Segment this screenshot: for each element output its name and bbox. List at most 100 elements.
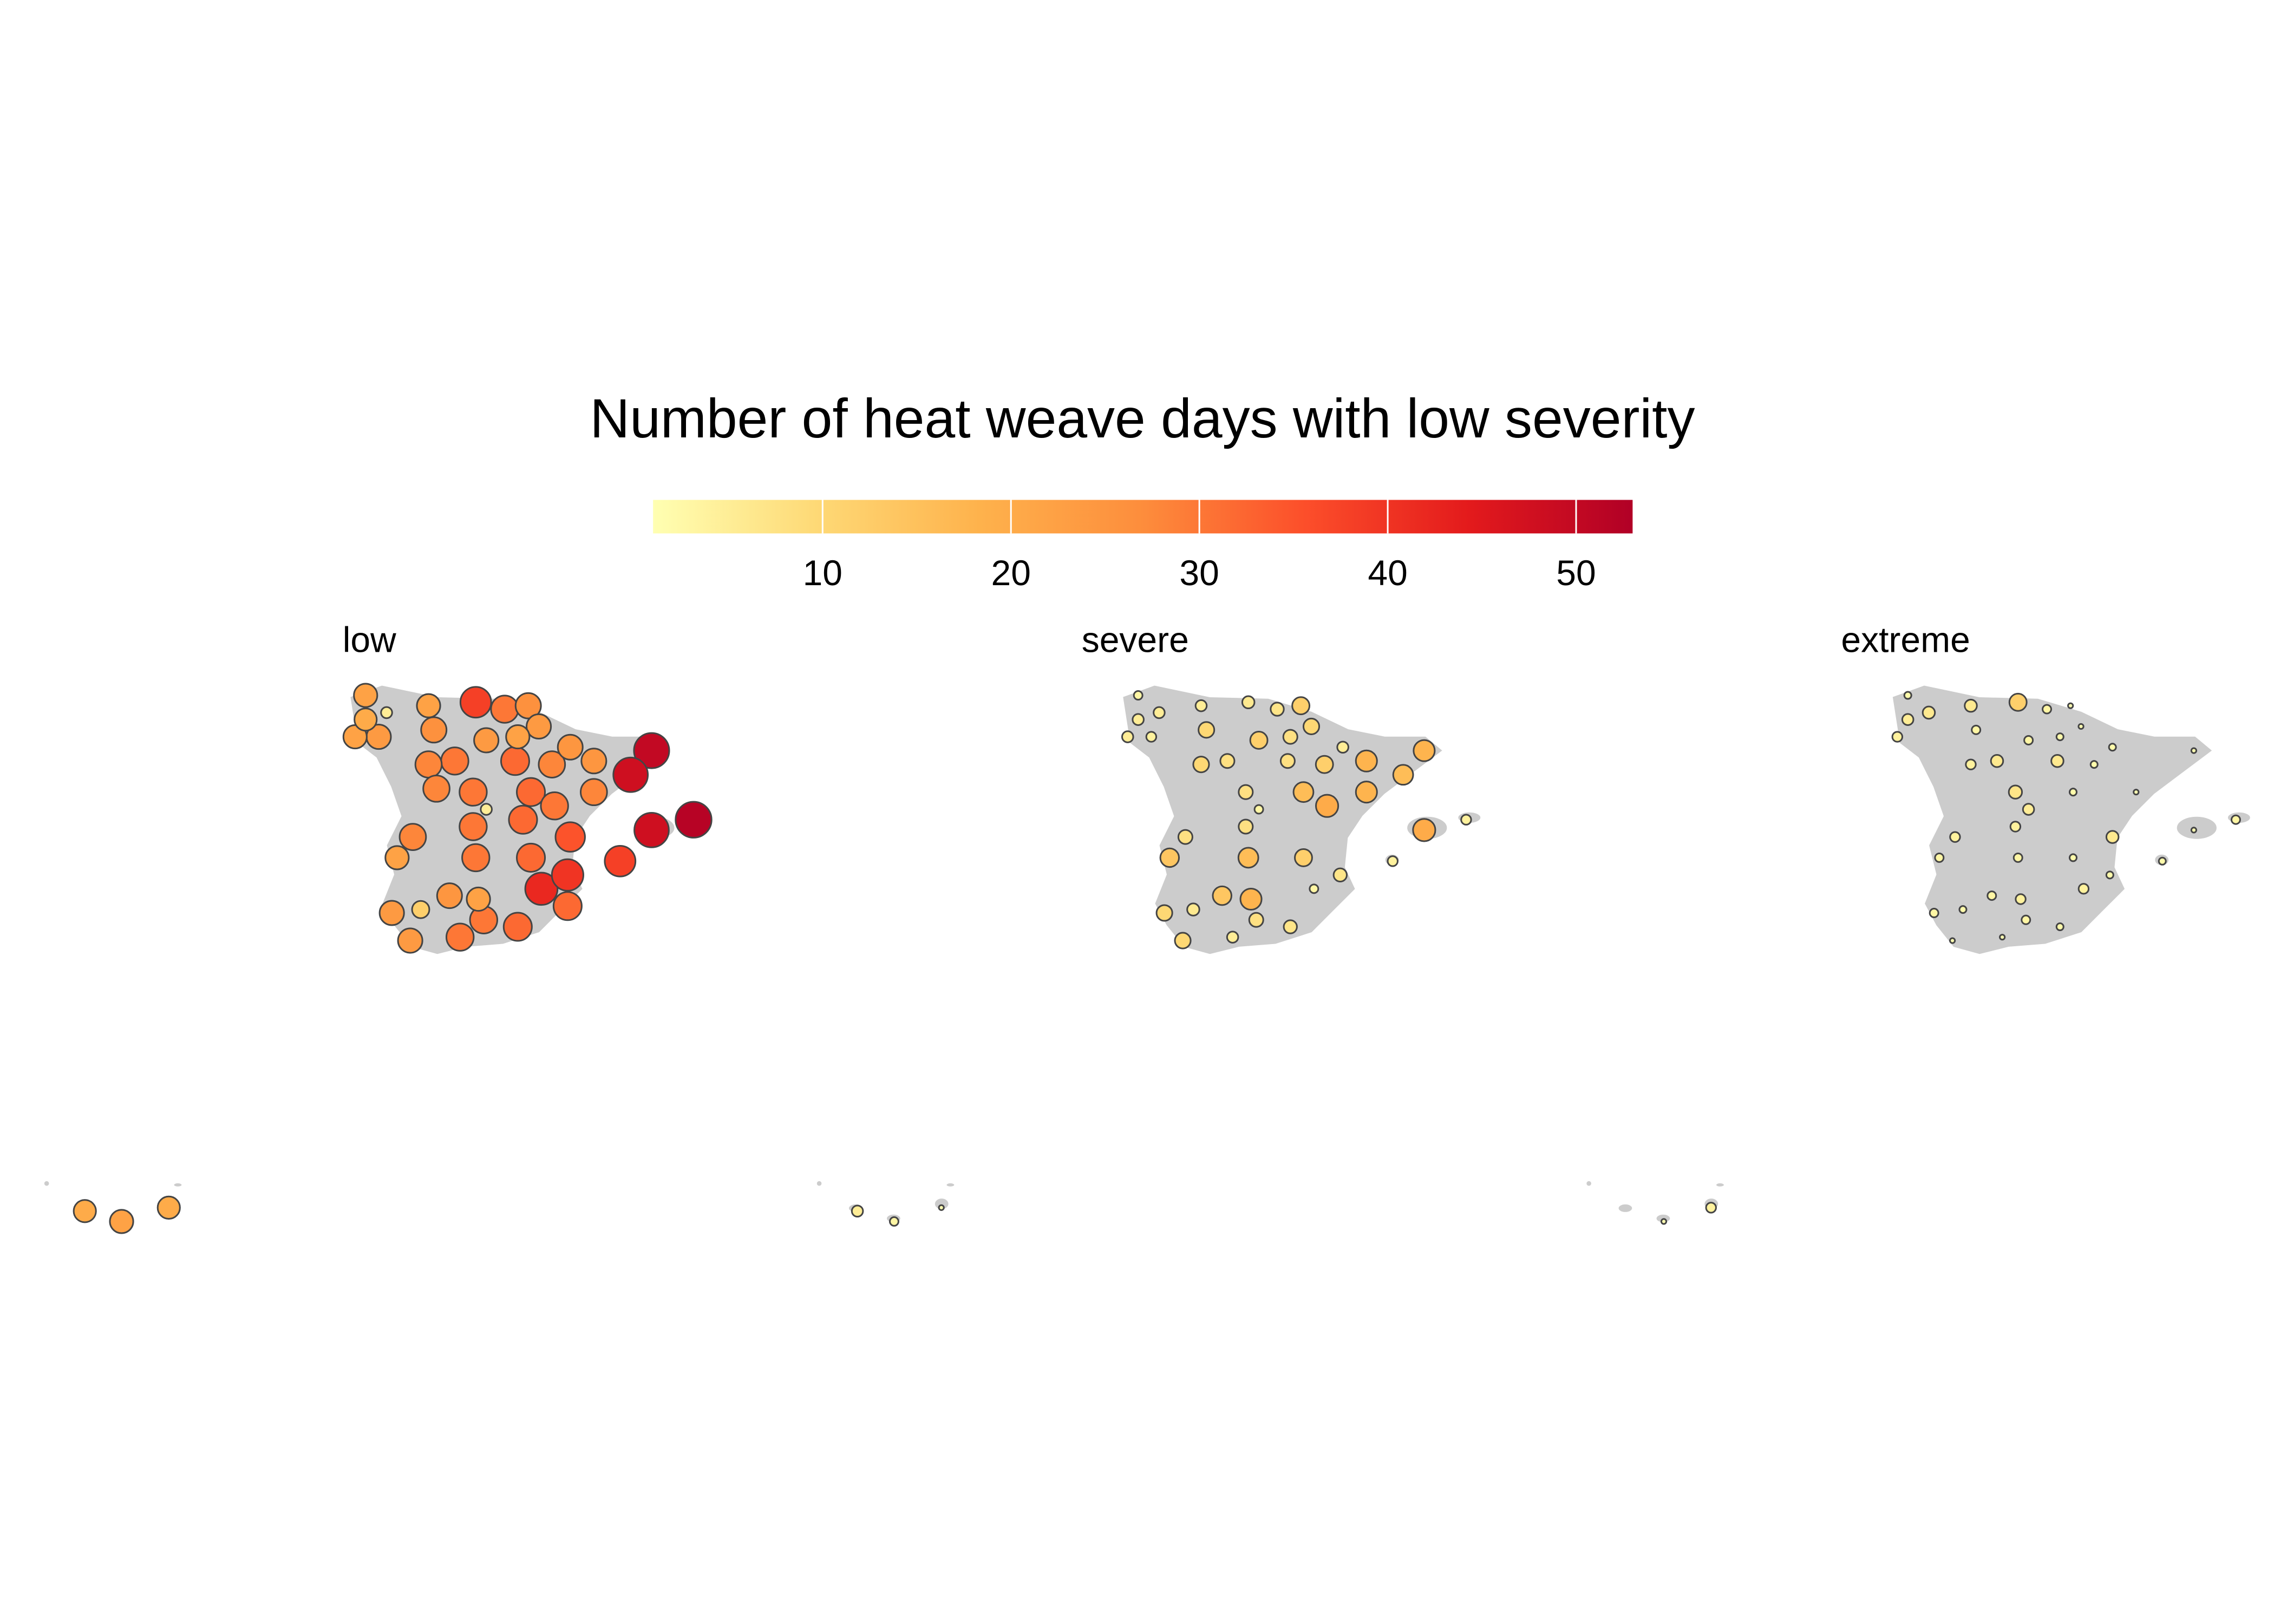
station-bubble bbox=[459, 812, 488, 841]
station-bubble bbox=[1241, 695, 1256, 710]
station-bubble bbox=[1282, 729, 1298, 745]
station-bubble bbox=[1309, 883, 1319, 894]
station-bubble bbox=[2108, 743, 2117, 752]
station-bubble bbox=[1315, 794, 1339, 818]
station-bubble bbox=[1922, 705, 1936, 720]
station-bubble bbox=[397, 927, 423, 954]
station-bubble bbox=[2023, 735, 2034, 745]
station-bubble bbox=[353, 683, 378, 708]
station-bubble bbox=[461, 843, 491, 873]
color-tick-label: 10 bbox=[803, 553, 842, 593]
station-bubble bbox=[604, 844, 637, 878]
station-bubble bbox=[2055, 922, 2064, 932]
station-bubble bbox=[1159, 847, 1180, 868]
station-bubble bbox=[1270, 702, 1285, 717]
station-bubble bbox=[1387, 855, 1399, 867]
station-bubble bbox=[1705, 1202, 1717, 1214]
station-bubble bbox=[1934, 852, 1945, 863]
station-bubble bbox=[1336, 741, 1349, 754]
station-bubble bbox=[514, 692, 542, 719]
station-bubble bbox=[612, 756, 649, 793]
station-bubble bbox=[1999, 934, 2006, 941]
station-bubble bbox=[1238, 784, 1254, 800]
station-bubble bbox=[526, 713, 552, 739]
station-bubble bbox=[1121, 730, 1134, 743]
station-bubble bbox=[2012, 852, 2023, 863]
station-bubble bbox=[1964, 698, 1978, 713]
station-bubble bbox=[1949, 937, 1956, 944]
map-panel: severe bbox=[815, 620, 1482, 1227]
chart-title: Number of heat weave days with low sever… bbox=[590, 388, 1695, 449]
station-bubble bbox=[2158, 856, 2167, 866]
station-bubble bbox=[1987, 890, 1997, 901]
station-bubble bbox=[490, 695, 519, 724]
station-bubble bbox=[1174, 932, 1192, 949]
station-bubble bbox=[2190, 747, 2198, 754]
station-bubble bbox=[2068, 788, 2078, 797]
station-bubble bbox=[1958, 905, 1968, 914]
station-bubble bbox=[480, 803, 493, 816]
station-bubble bbox=[416, 693, 441, 718]
station-bubble bbox=[1248, 912, 1264, 928]
station-bubble bbox=[1239, 887, 1263, 911]
station-bubble bbox=[516, 777, 546, 807]
station-bubble bbox=[2042, 704, 2053, 715]
map-panel: extreme bbox=[1585, 620, 2252, 1225]
station-bubble bbox=[445, 922, 475, 952]
station-bubble bbox=[2133, 789, 2140, 796]
station-bubble bbox=[1153, 706, 1166, 719]
station-bubble bbox=[1903, 691, 1912, 700]
station-bubble bbox=[538, 750, 566, 778]
color-tick-label: 40 bbox=[1368, 553, 1407, 593]
color-tick-label: 30 bbox=[1179, 553, 1219, 593]
station-bubble bbox=[888, 1216, 899, 1227]
station-bubble bbox=[1891, 731, 1904, 743]
station-bubble bbox=[1460, 814, 1472, 826]
station-bubble bbox=[73, 1199, 97, 1223]
station-bubble bbox=[508, 804, 538, 835]
station-bubble bbox=[1253, 804, 1264, 815]
station-bubble bbox=[1177, 829, 1193, 845]
station-bubble bbox=[1660, 1218, 1668, 1225]
station-bubble bbox=[384, 845, 410, 870]
station-bubble bbox=[2008, 692, 2028, 712]
station-bubble bbox=[1186, 902, 1200, 916]
station-bubble bbox=[459, 686, 492, 719]
station-bubble bbox=[1971, 724, 1982, 735]
station-bubble bbox=[1990, 754, 2004, 768]
station-bubble bbox=[2105, 870, 2114, 880]
station-bubble bbox=[1237, 847, 1259, 869]
station-bubble bbox=[1219, 753, 1236, 769]
station-bubble bbox=[436, 882, 463, 909]
station-bubble bbox=[398, 823, 427, 851]
station-bubble bbox=[1132, 713, 1145, 726]
station-bubble bbox=[1133, 690, 1143, 700]
station-bubble bbox=[2022, 803, 2035, 816]
station-bubble bbox=[1292, 781, 1315, 803]
station-bubble bbox=[580, 748, 607, 775]
station-bubble bbox=[1355, 781, 1378, 804]
station-bubble bbox=[1238, 818, 1254, 835]
station-bubble bbox=[414, 750, 443, 778]
station-bubble bbox=[540, 791, 569, 821]
station-bubble bbox=[500, 746, 530, 776]
station-bubble bbox=[557, 734, 584, 761]
panel-title: extreme bbox=[1841, 620, 1970, 660]
station-bubble bbox=[1302, 717, 1321, 736]
land bbox=[43, 684, 709, 1224]
station-bubble bbox=[524, 872, 559, 906]
station-bubble bbox=[1198, 721, 1216, 739]
station-bubble bbox=[1283, 919, 1298, 934]
station-bubble bbox=[2050, 754, 2064, 768]
station-bubble bbox=[554, 821, 586, 853]
station-bubble bbox=[2230, 814, 2241, 825]
station-bubble bbox=[552, 891, 583, 921]
station-bubble bbox=[1155, 904, 1173, 922]
color-bar bbox=[653, 500, 1633, 534]
color-legend: 10 20 30 40 50 bbox=[653, 500, 1633, 593]
station-bubble bbox=[551, 858, 584, 892]
station-bubble bbox=[938, 1204, 945, 1211]
station-bubble bbox=[1212, 885, 1232, 906]
station-bubble bbox=[2015, 893, 2027, 905]
